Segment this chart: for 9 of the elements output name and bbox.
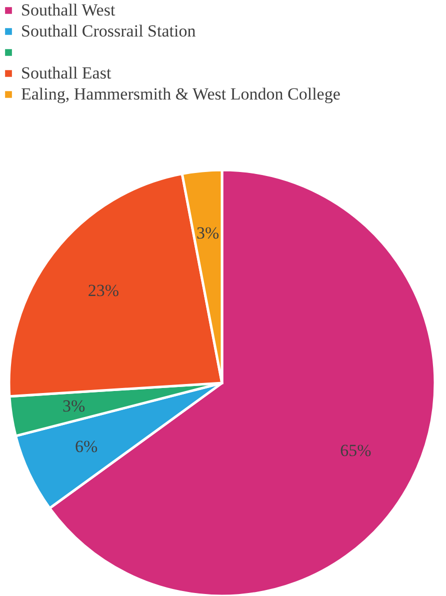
data-label: 65%: [340, 441, 372, 460]
data-label: 3%: [196, 224, 220, 243]
legend-label: Southall Crossrail Station: [21, 22, 196, 40]
data-label: 3%: [62, 396, 86, 416]
data-label: 6%: [74, 436, 98, 456]
legend-label: Ealing, Hammersmith & West London College: [21, 84, 340, 104]
data-label: 23%: [88, 281, 120, 300]
legend-label: Southall East: [21, 64, 112, 82]
legend-label: Southall West: [21, 0, 116, 20]
